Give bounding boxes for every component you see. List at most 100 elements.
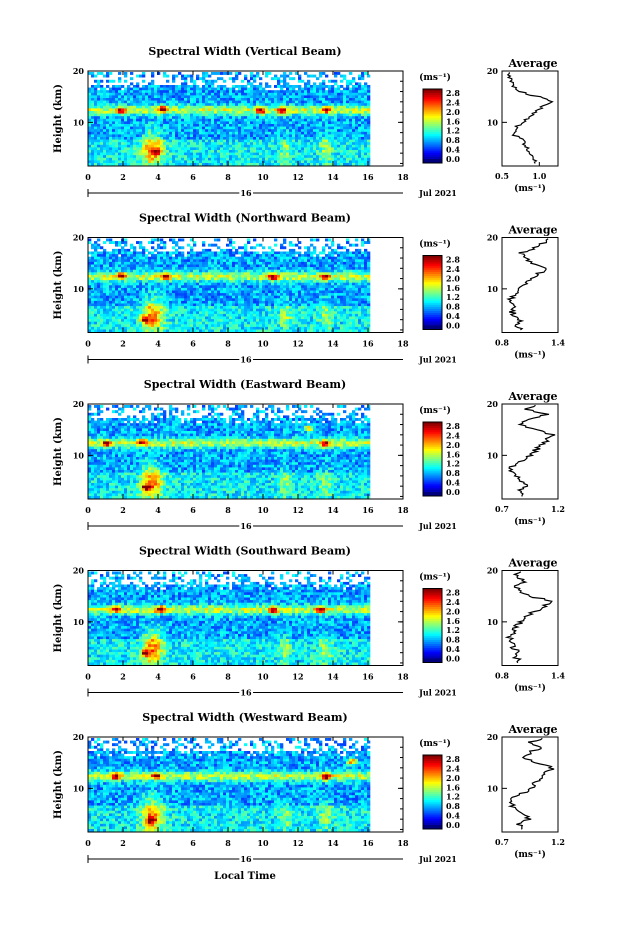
heatmap-cell — [115, 252, 118, 255]
heatmap-cell — [208, 90, 211, 93]
heatmap-cell — [94, 132, 97, 135]
heatmap-cell — [244, 259, 247, 262]
heatmap-cell — [268, 155, 271, 158]
heatmap-cell — [358, 147, 361, 150]
heatmap-cell — [322, 150, 325, 153]
heatmap-cell — [241, 283, 244, 286]
heatmap-cell — [151, 280, 154, 283]
heatmap-cell — [118, 93, 121, 96]
heatmap-cell — [256, 155, 259, 158]
heatmap-cell — [205, 116, 208, 119]
heatmap-cell — [127, 150, 130, 153]
heatmap-cell — [271, 288, 274, 291]
heatmap-cell — [130, 114, 133, 117]
heatmap-cell — [247, 98, 250, 101]
heatmap-cell — [265, 134, 268, 137]
heatmap-cell — [199, 137, 202, 140]
heatmap-cell — [172, 137, 175, 140]
heatmap-cell — [124, 103, 127, 106]
heatmap-cell — [298, 95, 301, 98]
heatmap-cell — [181, 124, 184, 127]
heatmap-cell — [301, 147, 304, 150]
heatmap-cell — [187, 288, 190, 291]
heatmap-cell — [106, 137, 109, 140]
heatmap-cell — [238, 142, 241, 145]
heatmap-cell — [91, 124, 94, 127]
heatmap-cell — [97, 101, 100, 104]
heatmap-cell — [115, 129, 118, 132]
heatmap-cell — [265, 108, 268, 111]
heatmap-cell — [145, 160, 148, 163]
heatmap-cell — [271, 285, 274, 288]
heatmap-cell — [118, 98, 121, 101]
heatmap-cell — [325, 75, 328, 78]
heatmap-cell — [283, 285, 286, 288]
heatmap-cell — [325, 137, 328, 140]
heatmap-cell — [235, 257, 238, 260]
heatmap-cell — [271, 147, 274, 150]
heatmap-cell — [169, 140, 172, 143]
heatmap-cell — [142, 285, 145, 288]
heatmap-cell — [259, 244, 262, 247]
heatmap-cell — [184, 137, 187, 140]
heatmap-cell — [340, 280, 343, 283]
heatmap-cell — [346, 280, 349, 283]
heatmap-cell — [256, 275, 259, 278]
heatmap-cell — [316, 278, 319, 281]
heatmap-cell — [160, 278, 163, 281]
heatmap-cell — [295, 270, 298, 273]
heatmap-cell — [262, 296, 265, 299]
heatmap-cell — [289, 272, 292, 275]
heatmap-cell — [220, 163, 223, 166]
heatmap-cell — [160, 116, 163, 119]
heatmap-cell — [124, 259, 127, 262]
heatmap-cell — [109, 296, 112, 299]
heatmap-cell — [274, 134, 277, 137]
heatmap-cell — [172, 77, 175, 80]
heatmap-cell — [253, 119, 256, 122]
heatmap-cell — [130, 93, 133, 96]
heatmap-cell — [328, 147, 331, 150]
heatmap-cell — [208, 262, 211, 265]
heatmap-cell — [115, 150, 118, 153]
heatmap-cell — [256, 257, 259, 260]
heatmap-cell — [154, 142, 157, 145]
heatmap-cell — [274, 252, 277, 255]
heatmap-cell — [364, 124, 367, 127]
heatmap-cell — [142, 140, 145, 143]
heatmap-cell — [295, 93, 298, 96]
heatmap-cell — [304, 160, 307, 163]
heatmap-cell — [247, 106, 250, 109]
heatmap-cell — [103, 134, 106, 137]
heatmap-cell — [130, 119, 133, 122]
heatmap-cell — [184, 127, 187, 130]
heatmap-cell — [349, 95, 352, 98]
heatmap-cell — [166, 272, 169, 275]
heatmap-cell — [109, 163, 112, 166]
heatmap-cell — [340, 75, 343, 78]
heatmap-cell — [301, 80, 304, 83]
heatmap-cell — [316, 254, 319, 257]
heatmap-cell — [265, 288, 268, 291]
heatmap-cell — [151, 108, 154, 111]
heatmap-cell — [94, 80, 97, 83]
heatmap-cell — [160, 134, 163, 137]
heatmap-cell — [187, 147, 190, 150]
heatmap-cell — [163, 293, 166, 296]
heatmap-cell — [361, 134, 364, 137]
heatmap-cell — [241, 114, 244, 117]
heatmap-cell — [190, 101, 193, 104]
heatmap-cell — [178, 111, 181, 114]
heatmap-cell — [289, 285, 292, 288]
heatmap-cell — [124, 280, 127, 283]
heatmap-cell — [238, 150, 241, 153]
heatmap-cell — [169, 257, 172, 260]
heatmap-cell — [148, 106, 151, 109]
heatmap-cell — [256, 72, 259, 75]
heatmap-cell — [274, 147, 277, 150]
heatmap-cell — [103, 288, 106, 291]
heatmap-cell — [244, 85, 247, 88]
heatmap-cell — [118, 127, 121, 130]
heatmap-cell — [298, 103, 301, 106]
heatmap-cell — [130, 280, 133, 283]
